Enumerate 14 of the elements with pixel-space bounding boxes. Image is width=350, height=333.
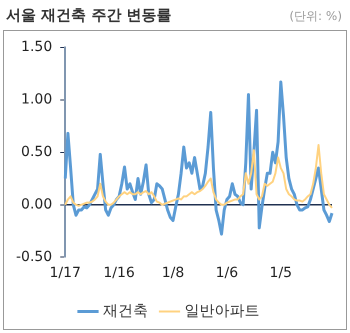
x-tick-label: 1/6 (216, 265, 238, 282)
chart-title: 서울 재건축 주간 변동률 (6, 6, 172, 25)
y-tick-label: 0.00 (21, 196, 52, 212)
legend-label: 재건축 (103, 301, 148, 320)
text: (단위: %) (289, 8, 342, 25)
x-tick-label: 1/5 (270, 265, 292, 282)
y-tick-label: 0.50 (21, 144, 52, 160)
x-tick-label: 1/16 (103, 265, 135, 282)
y-tick-label: -0.50 (16, 248, 52, 265)
legend-label: 일반아파트 (184, 301, 260, 320)
y-tick-label: 1.50 (21, 39, 52, 56)
x-tick-label: 1/17 (49, 265, 81, 282)
x-tick-label: 1/8 (162, 265, 184, 282)
y-tick-label: 1.00 (21, 91, 52, 108)
